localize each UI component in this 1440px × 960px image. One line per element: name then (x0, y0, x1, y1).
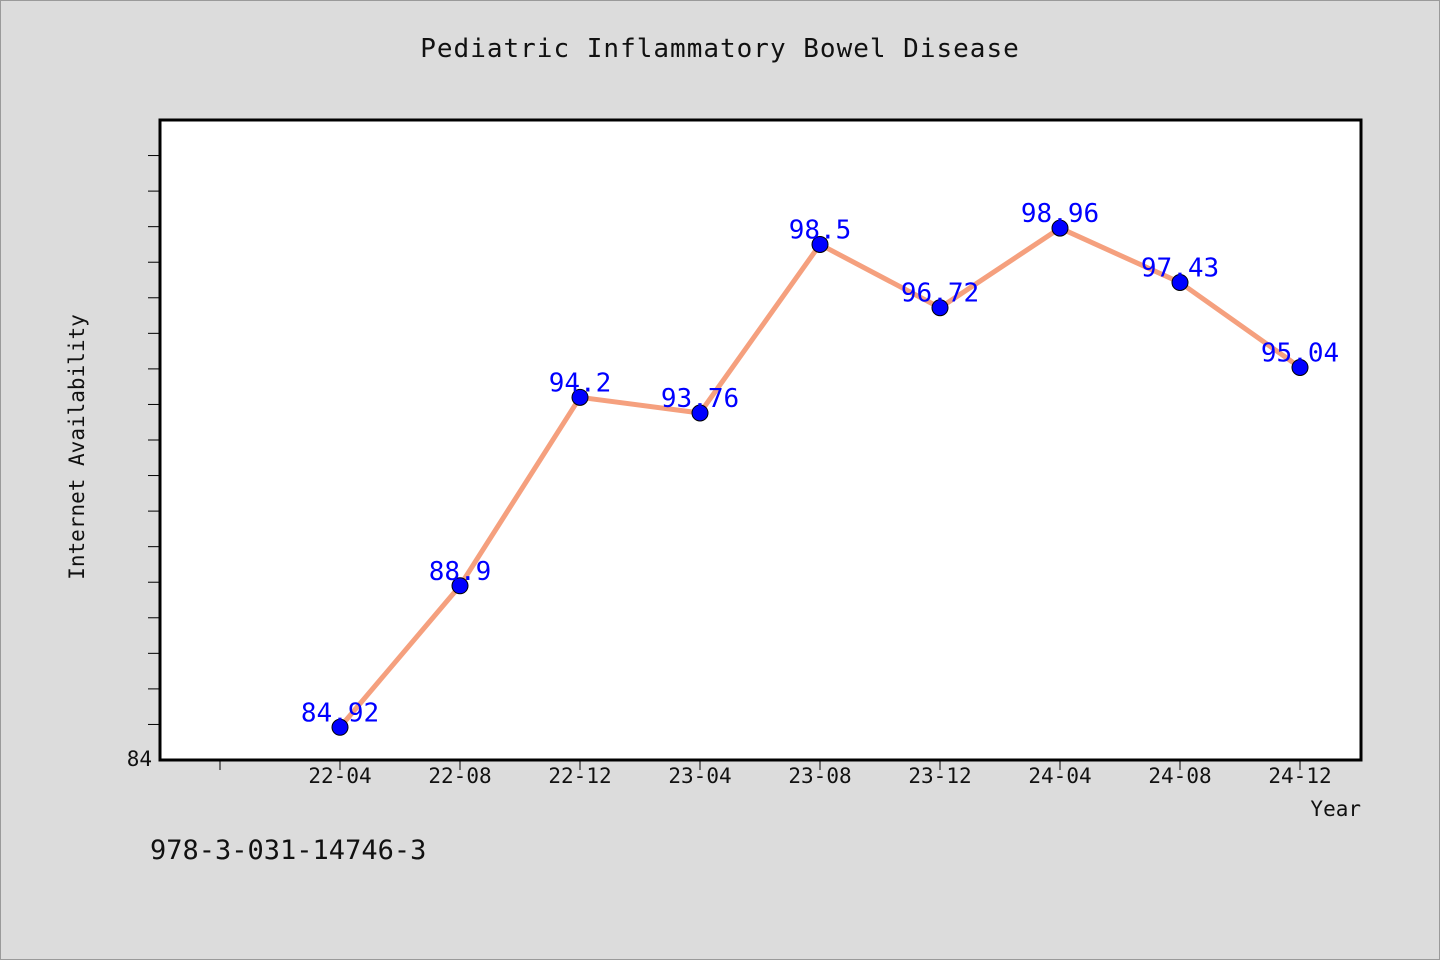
data-label: 88.9 (429, 557, 492, 587)
x-tick-label: 24-04 (1028, 764, 1091, 788)
data-label: 98.96 (1021, 199, 1099, 229)
x-tick-label: 22-04 (308, 764, 371, 788)
data-point (1291, 358, 1309, 376)
data-label: 93.76 (661, 384, 739, 414)
data-point (691, 404, 709, 422)
x-tick-label: 23-08 (788, 764, 851, 788)
data-point (1051, 219, 1069, 237)
data-label: 94.2 (549, 368, 612, 398)
plot-area (158, 118, 1363, 762)
data-label: 96.72 (901, 279, 979, 309)
x-axis-label: Year (1310, 797, 1361, 821)
x-tick-label: 22-12 (548, 764, 611, 788)
footer-isbn: 978-3-031-14746-3 (150, 835, 427, 866)
data-point (331, 718, 349, 736)
data-label: 95.04 (1261, 338, 1339, 368)
x-tick-label: 22-08 (428, 764, 491, 788)
x-tick-label: 23-12 (908, 764, 971, 788)
data-label: 98.5 (789, 215, 852, 245)
data-point (451, 577, 469, 595)
data-point (571, 388, 589, 406)
data-point (931, 299, 949, 317)
data-label: 84.92 (301, 698, 379, 728)
y-axis-label: Internet Availability (65, 314, 89, 580)
chart-title: Pediatric Inflammatory Bowel Disease (420, 34, 1020, 64)
x-tick-label: 24-12 (1268, 764, 1331, 788)
data-point (811, 235, 829, 253)
data-point (1171, 273, 1189, 291)
y-tick-label: 84 (127, 747, 152, 771)
data-label: 97.43 (1141, 253, 1219, 283)
x-tick-label: 24-08 (1148, 764, 1211, 788)
x-tick-label: 23-04 (668, 764, 731, 788)
